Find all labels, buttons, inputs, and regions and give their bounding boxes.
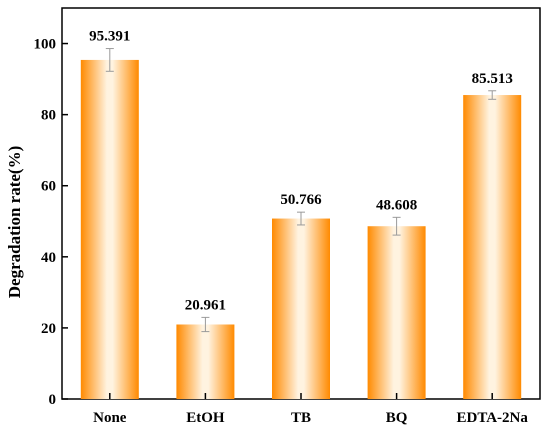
y-tick-label: 100 xyxy=(34,37,57,53)
bar xyxy=(272,218,330,399)
x-tick-label: EDTA-2Na xyxy=(457,410,529,426)
data-label: 20.961 xyxy=(185,297,226,313)
bar xyxy=(463,95,522,399)
y-tick-label: 40 xyxy=(41,250,56,266)
y-tick-label: 80 xyxy=(41,108,56,124)
data-label: 48.608 xyxy=(376,197,417,213)
y-tick-label: 60 xyxy=(41,179,56,195)
data-label: 85.513 xyxy=(472,71,513,87)
x-tick-label: EtOH xyxy=(186,410,225,426)
bar xyxy=(367,226,426,399)
data-label: 95.391 xyxy=(89,29,130,45)
y-tick-label: 0 xyxy=(49,392,57,408)
x-tick-label: BQ xyxy=(386,410,408,426)
x-tick-label: None xyxy=(93,410,127,426)
bar xyxy=(80,59,139,400)
plot-area: 0 20 40 60 80 100 95.391 None 20.961 EtOH 50.766 TB… xyxy=(34,7,541,426)
data-label: 50.766 xyxy=(280,192,322,208)
y-axis-title: Degradation rate(%) xyxy=(5,146,24,299)
y-tick-label: 20 xyxy=(41,321,56,337)
bar xyxy=(176,324,235,399)
x-tick-label: TB xyxy=(291,410,311,426)
